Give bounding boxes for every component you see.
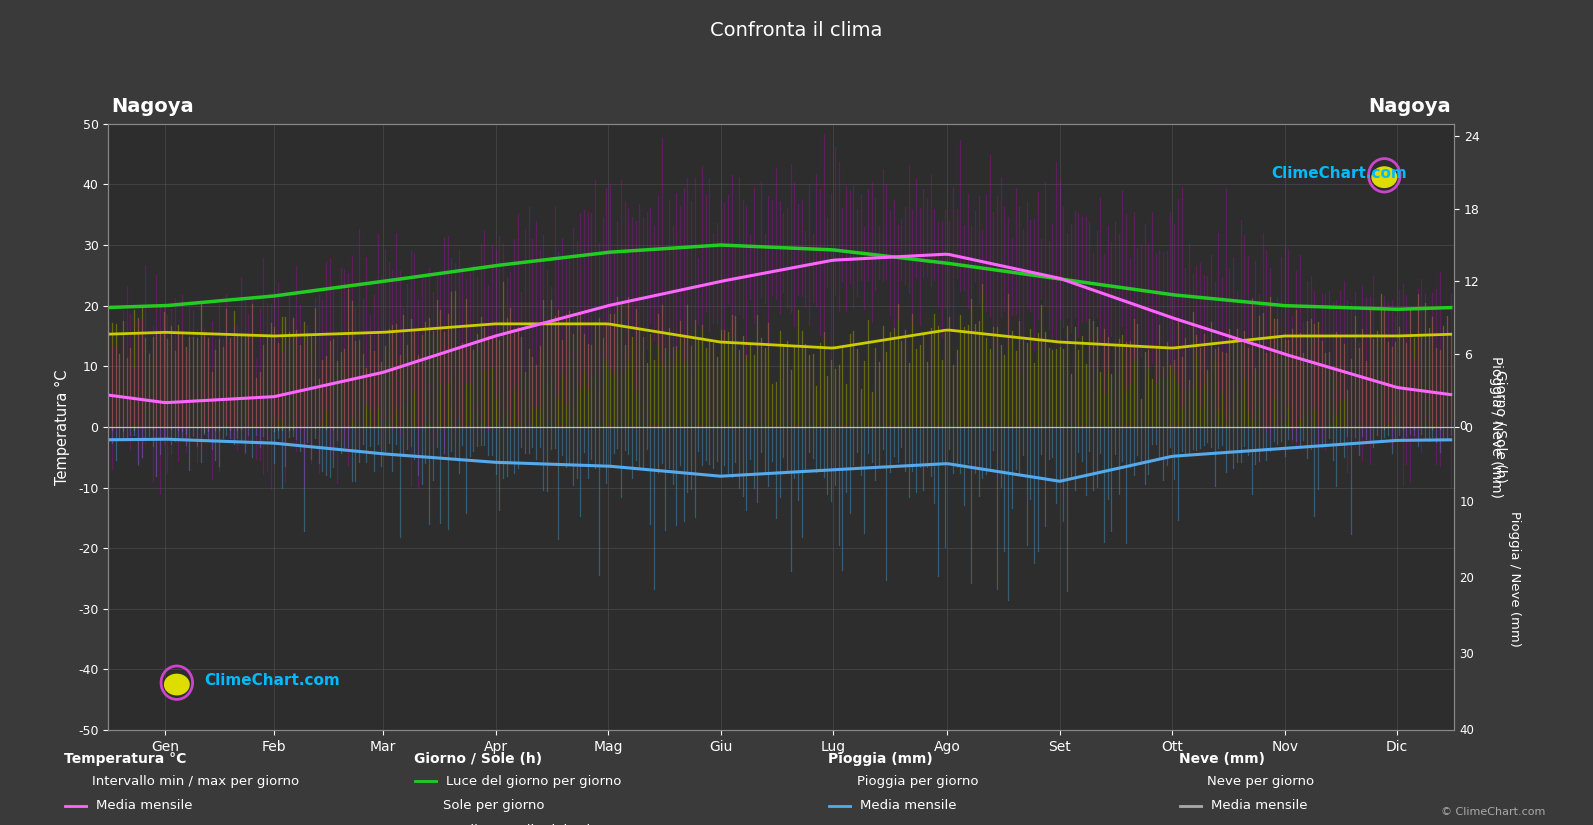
Text: 20: 20 [1459,572,1474,585]
Ellipse shape [1372,167,1397,187]
Text: 0: 0 [1459,421,1467,433]
Text: Pioggia (mm): Pioggia (mm) [828,752,933,766]
Text: Neve (mm): Neve (mm) [1179,752,1265,766]
Y-axis label: Giorno / Sole (h): Giorno / Sole (h) [1494,370,1509,483]
Text: Intervallo min / max per giorno: Intervallo min / max per giorno [92,775,299,788]
Text: ClimeChart.com: ClimeChart.com [1271,166,1407,181]
Y-axis label: Pioggia / Neve (mm): Pioggia / Neve (mm) [1489,356,1504,498]
Y-axis label: Temperatura °C: Temperatura °C [54,370,70,485]
Text: © ClimeChart.com: © ClimeChart.com [1440,807,1545,817]
Text: Pioggia / Neve (mm): Pioggia / Neve (mm) [1509,511,1521,647]
Text: 30: 30 [1459,648,1474,661]
Text: Pioggia per giorno: Pioggia per giorno [857,775,978,788]
Text: Confronta il clima: Confronta il clima [710,21,883,40]
Text: Media mensile: Media mensile [96,799,193,813]
Text: Giorno / Sole (h): Giorno / Sole (h) [414,752,542,766]
Text: ClimeChart.com: ClimeChart.com [204,673,339,688]
Text: Media mensile: Media mensile [1211,799,1308,813]
Text: 40: 40 [1459,724,1474,737]
Text: Nagoya: Nagoya [1368,97,1451,116]
Text: Sole per giorno: Sole per giorno [443,799,545,813]
Ellipse shape [164,674,190,695]
Text: Media mensile del sole: Media mensile del sole [446,824,599,825]
Text: 10: 10 [1459,496,1474,509]
Text: Luce del giorno per giorno: Luce del giorno per giorno [446,775,621,788]
Text: Media mensile: Media mensile [860,799,957,813]
Text: Nagoya: Nagoya [112,97,194,116]
Text: Neve per giorno: Neve per giorno [1207,775,1314,788]
Text: Temperatura °C: Temperatura °C [64,752,186,766]
